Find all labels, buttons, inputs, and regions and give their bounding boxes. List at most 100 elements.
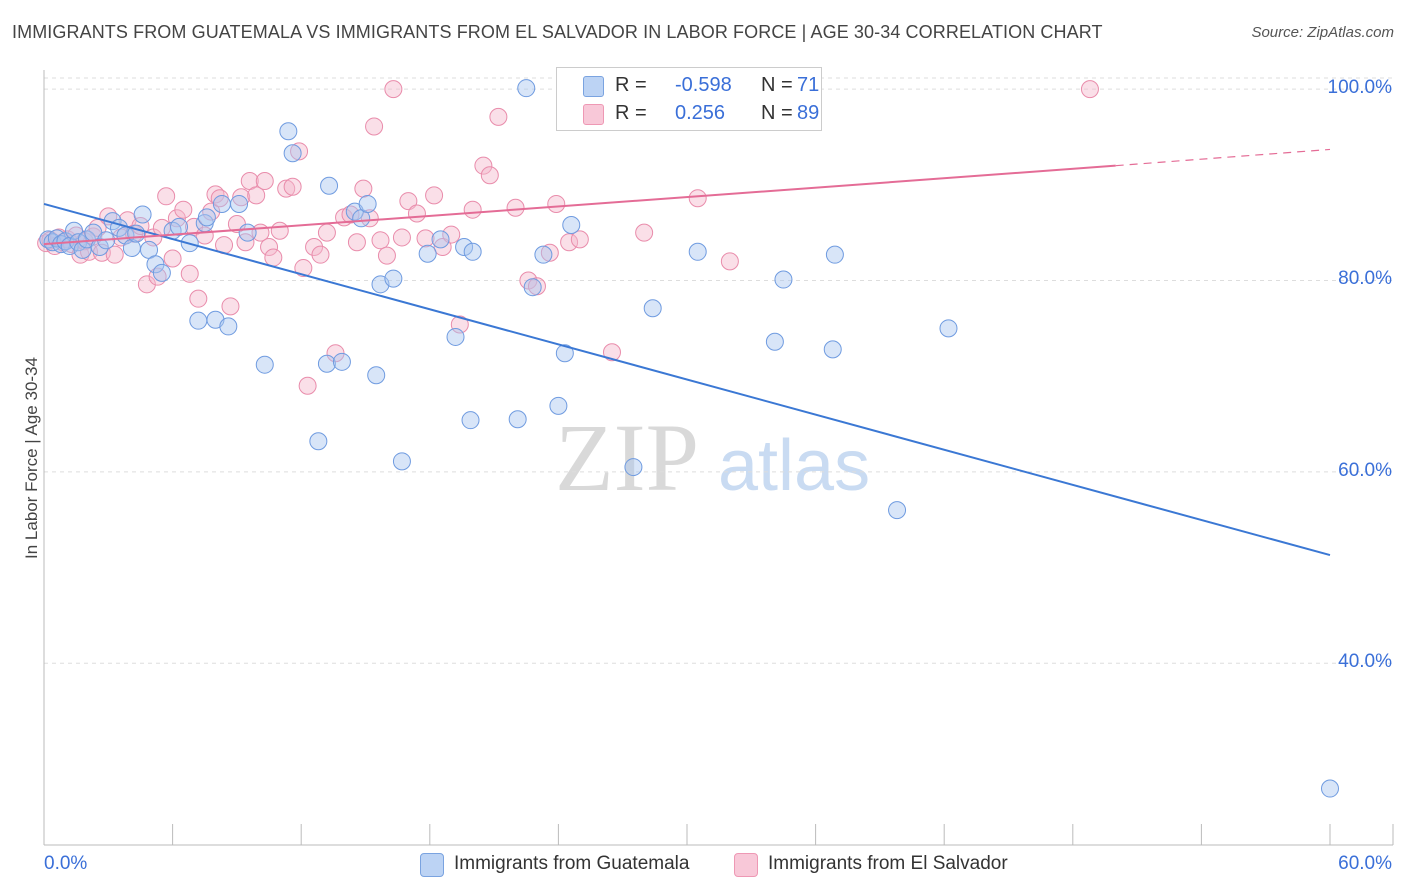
el-salvador-point [277, 179, 296, 198]
legend-n-label: N = [761, 74, 793, 96]
guatemala-point [446, 327, 465, 346]
el-salvador-point [377, 246, 396, 265]
watermark-zip: ZIP [555, 404, 699, 511]
el-salvador-point [1080, 80, 1099, 99]
el-salvador-point [105, 245, 124, 264]
guatemala-point [238, 223, 257, 242]
guatemala-point [358, 194, 377, 213]
watermark-atlas: atlas [718, 426, 870, 506]
guatemala-point [189, 311, 208, 330]
y-axis-title: In Labor Force | Age 30-34 [22, 357, 41, 559]
guatemala-point [1321, 779, 1339, 798]
guatemala-point [825, 245, 844, 264]
el-salvador-point [180, 264, 199, 283]
el-salvador-point [392, 228, 411, 247]
el-salvador-point [157, 187, 176, 206]
chart-title: IMMIGRANTS FROM GUATEMALA VS IMMIGRANTS … [12, 22, 1103, 42]
legend-guatemala-label: Immigrants from Guatemala [454, 853, 690, 874]
el-salvador-point [354, 179, 373, 198]
y-tick-label: 80.0% [1338, 268, 1392, 290]
x-tick-label-min: 0.0% [44, 853, 88, 874]
legend-guatemala-r: -0.598 [675, 74, 732, 96]
guatemala-swatch [583, 76, 604, 97]
y-tick-label: 100.0% [1327, 77, 1392, 99]
guatemala-point [888, 501, 907, 520]
y-tick-label: 60.0% [1338, 459, 1392, 481]
guatemala-point [133, 205, 152, 224]
el-salvador-point [189, 289, 208, 308]
legend-guatemala-n: 71 [797, 74, 820, 96]
el-salvador-point [463, 200, 482, 219]
guatemala-point [939, 319, 958, 338]
guatemala-point [309, 432, 328, 451]
el-salvador-swatch [583, 104, 604, 125]
legend-n-label: N = [761, 102, 793, 124]
el-salvador-point [480, 166, 499, 185]
guatemala-point [320, 176, 339, 195]
guatemala-point [523, 278, 542, 297]
el-salvador-point [174, 200, 193, 219]
legend-el-salvador-label: Immigrants from El Salvador [768, 853, 1008, 874]
el-salvador-trendline-extension [1115, 148, 1331, 167]
el-salvador-trendline [43, 164, 1116, 246]
guatemala-point [562, 216, 581, 234]
el-salvador-point [433, 238, 452, 257]
el-salvador-point [347, 233, 366, 252]
guatemala-point [643, 299, 662, 318]
el-salvador-point [416, 229, 435, 248]
el-salvador-point [407, 204, 426, 223]
el-salvador-point [570, 230, 589, 249]
guatemala-point [317, 354, 336, 373]
guatemala-point [212, 194, 231, 213]
el-salvador-point [547, 194, 566, 213]
guatemala-point [823, 340, 842, 359]
el-salvador-point [384, 80, 403, 99]
el-salvador-point [298, 376, 317, 395]
guatemala-point [384, 269, 403, 288]
el-salvador-point [232, 188, 251, 207]
guatemala-point [255, 355, 274, 374]
el-salvador-point [221, 297, 240, 316]
guatemala-point [463, 242, 482, 261]
el-salvador-point [365, 117, 384, 136]
guatemala-point [197, 208, 216, 227]
guatemala-point [688, 242, 707, 261]
el-salvador-point [247, 186, 266, 205]
el-salvador-point [688, 189, 707, 208]
el-salvador-point [635, 223, 654, 242]
el-salvador-point [137, 275, 156, 294]
guatemala-point [279, 122, 298, 141]
el-salvador-point [270, 221, 289, 240]
legend-r-label: R = [615, 74, 647, 96]
guatemala-point [90, 238, 109, 257]
guatemala-point [65, 221, 84, 240]
guatemala-point [774, 270, 793, 289]
guatemala-point [367, 366, 386, 385]
el-salvador-point [602, 343, 621, 362]
el-salvador-point [290, 142, 309, 161]
guatemala-point [461, 411, 480, 430]
el-salvador-point [264, 248, 283, 267]
guatemala-point [624, 458, 643, 477]
guatemala-point [170, 217, 189, 236]
el-salvador-point [442, 225, 461, 244]
guatemala-point [508, 410, 527, 429]
guatemala-point [517, 79, 536, 98]
guatemala-point [455, 238, 474, 257]
guatemala-point [392, 452, 411, 471]
el-salvador-point [294, 259, 313, 278]
guatemala-legend-swatch [420, 853, 444, 877]
el-salvador-point [720, 252, 739, 271]
guatemala-point [230, 194, 249, 213]
el-salvador-point [255, 171, 274, 190]
el-salvador-point [317, 223, 336, 242]
el-salvador-point [305, 238, 324, 257]
el-salvador-point [474, 156, 493, 175]
guatemala-point [534, 245, 553, 264]
source-note: Source: ZipAtlas.com [1251, 24, 1394, 41]
el-salvador-point [425, 186, 444, 205]
legend-r-label: R = [615, 102, 647, 124]
guatemala-trendline [43, 202, 1331, 557]
el-salvador-point [540, 243, 559, 262]
